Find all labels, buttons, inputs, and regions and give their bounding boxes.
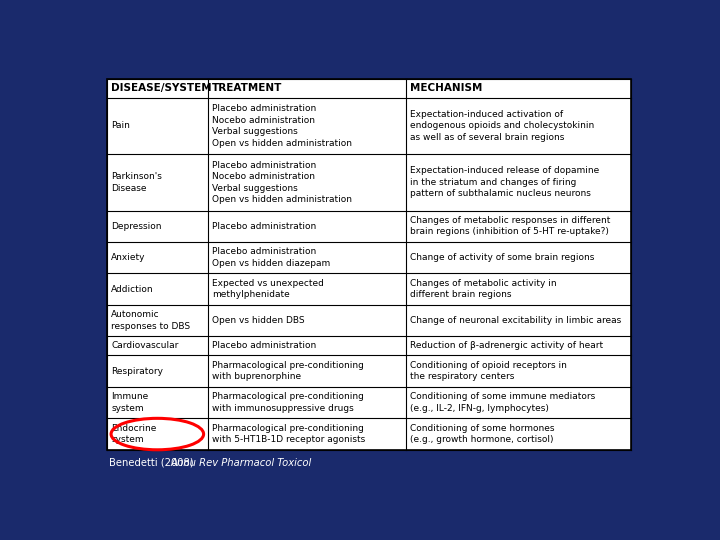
Text: Benedetti (2008): Benedetti (2008) [109, 457, 197, 468]
Text: Placebo administration
Open vs hidden diazepam: Placebo administration Open vs hidden di… [212, 247, 330, 268]
Text: Placebo administration
Nocebo administration
Verbal suggestions
Open vs hidden a: Placebo administration Nocebo administra… [212, 104, 352, 147]
Text: Placebo administration: Placebo administration [212, 341, 316, 350]
Text: Expectation-induced activation of
endogenous opioids and cholecystokinin
as well: Expectation-induced activation of endoge… [410, 110, 594, 142]
Text: TREATMENT: TREATMENT [212, 83, 282, 93]
Text: Autonomic
responses to DBS: Autonomic responses to DBS [112, 310, 190, 331]
Text: Placebo administration
Nocebo administration
Verbal suggestions
Open vs hidden a: Placebo administration Nocebo administra… [212, 160, 352, 204]
Bar [107, 79, 631, 450]
Text: Expectation-induced release of dopamine
in the striatum and changes of firing
pa: Expectation-induced release of dopamine … [410, 166, 599, 198]
Text: Change of activity of some brain regions: Change of activity of some brain regions [410, 253, 594, 262]
Text: Parkinson's
Disease: Parkinson's Disease [112, 172, 162, 193]
Text: MECHANISM: MECHANISM [410, 83, 482, 93]
Text: Addiction: Addiction [112, 285, 154, 294]
Text: Immune
system: Immune system [112, 393, 148, 413]
Text: Pharmacological pre-conditioning
with 5-HT1B-1D receptor agonists: Pharmacological pre-conditioning with 5-… [212, 424, 365, 444]
Text: Cardiovascular: Cardiovascular [112, 341, 179, 350]
Text: Pain: Pain [112, 122, 130, 130]
Text: Open vs hidden DBS: Open vs hidden DBS [212, 316, 305, 325]
Text: Placebo administration: Placebo administration [212, 222, 316, 231]
Text: Depression: Depression [112, 222, 162, 231]
Text: DISEASE/SYSTEM: DISEASE/SYSTEM [112, 83, 212, 93]
Text: Conditioning of some hormones
(e.g., growth hormone, cortisol): Conditioning of some hormones (e.g., gro… [410, 424, 554, 444]
Text: Endocrine
system: Endocrine system [112, 424, 157, 444]
Text: Change of neuronal excitability in limbic areas: Change of neuronal excitability in limbi… [410, 316, 621, 325]
Text: Pharmacological pre-conditioning
with immunosuppressive drugs: Pharmacological pre-conditioning with im… [212, 393, 364, 413]
Text: Changes of metabolic activity in
different brain regions: Changes of metabolic activity in differe… [410, 279, 557, 299]
Text: Expected vs unexpected
methylphenidate: Expected vs unexpected methylphenidate [212, 279, 324, 299]
Text: Respiratory: Respiratory [112, 367, 163, 376]
Text: Conditioning of opioid receptors in
the respiratory centers: Conditioning of opioid receptors in the … [410, 361, 567, 381]
Text: Pharmacological pre-conditioning
with buprenorphine: Pharmacological pre-conditioning with bu… [212, 361, 364, 381]
Text: Conditioning of some immune mediators
(e.g., IL-2, IFN-g, lymphocytes): Conditioning of some immune mediators (e… [410, 393, 595, 413]
Text: Annu Rev Pharmacol Toxicol: Annu Rev Pharmacol Toxicol [171, 457, 312, 468]
Text: Reduction of β-adrenergic activity of heart: Reduction of β-adrenergic activity of he… [410, 341, 603, 350]
Text: Anxiety: Anxiety [112, 253, 145, 262]
Text: Changes of metabolic responses in different
brain regions (inhibition of 5-HT re: Changes of metabolic responses in differ… [410, 216, 611, 237]
